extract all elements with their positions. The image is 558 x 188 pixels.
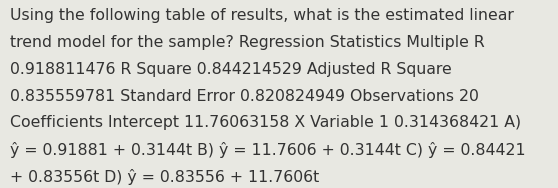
- Text: trend model for the sample? Regression Statistics Multiple R: trend model for the sample? Regression S…: [10, 35, 485, 50]
- Text: ŷ = 0.91881 + 0.3144t B) ŷ = 11.7606 + 0.3144t C) ŷ = 0.84421: ŷ = 0.91881 + 0.3144t B) ŷ = 11.7606 + 0…: [10, 142, 526, 158]
- Text: 0.918811476 R Square 0.844214529 Adjusted R Square: 0.918811476 R Square 0.844214529 Adjuste…: [10, 62, 452, 77]
- Text: Coefficients Intercept 11.76063158 X Variable 1 0.314368421 A): Coefficients Intercept 11.76063158 X Var…: [10, 115, 521, 130]
- Text: 0.835559781 Standard Error 0.820824949 Observations 20: 0.835559781 Standard Error 0.820824949 O…: [10, 89, 479, 104]
- Text: Using the following table of results, what is the estimated linear: Using the following table of results, wh…: [10, 8, 514, 24]
- Text: + 0.83556t D) ŷ = 0.83556 + 11.7606t: + 0.83556t D) ŷ = 0.83556 + 11.7606t: [10, 169, 319, 185]
